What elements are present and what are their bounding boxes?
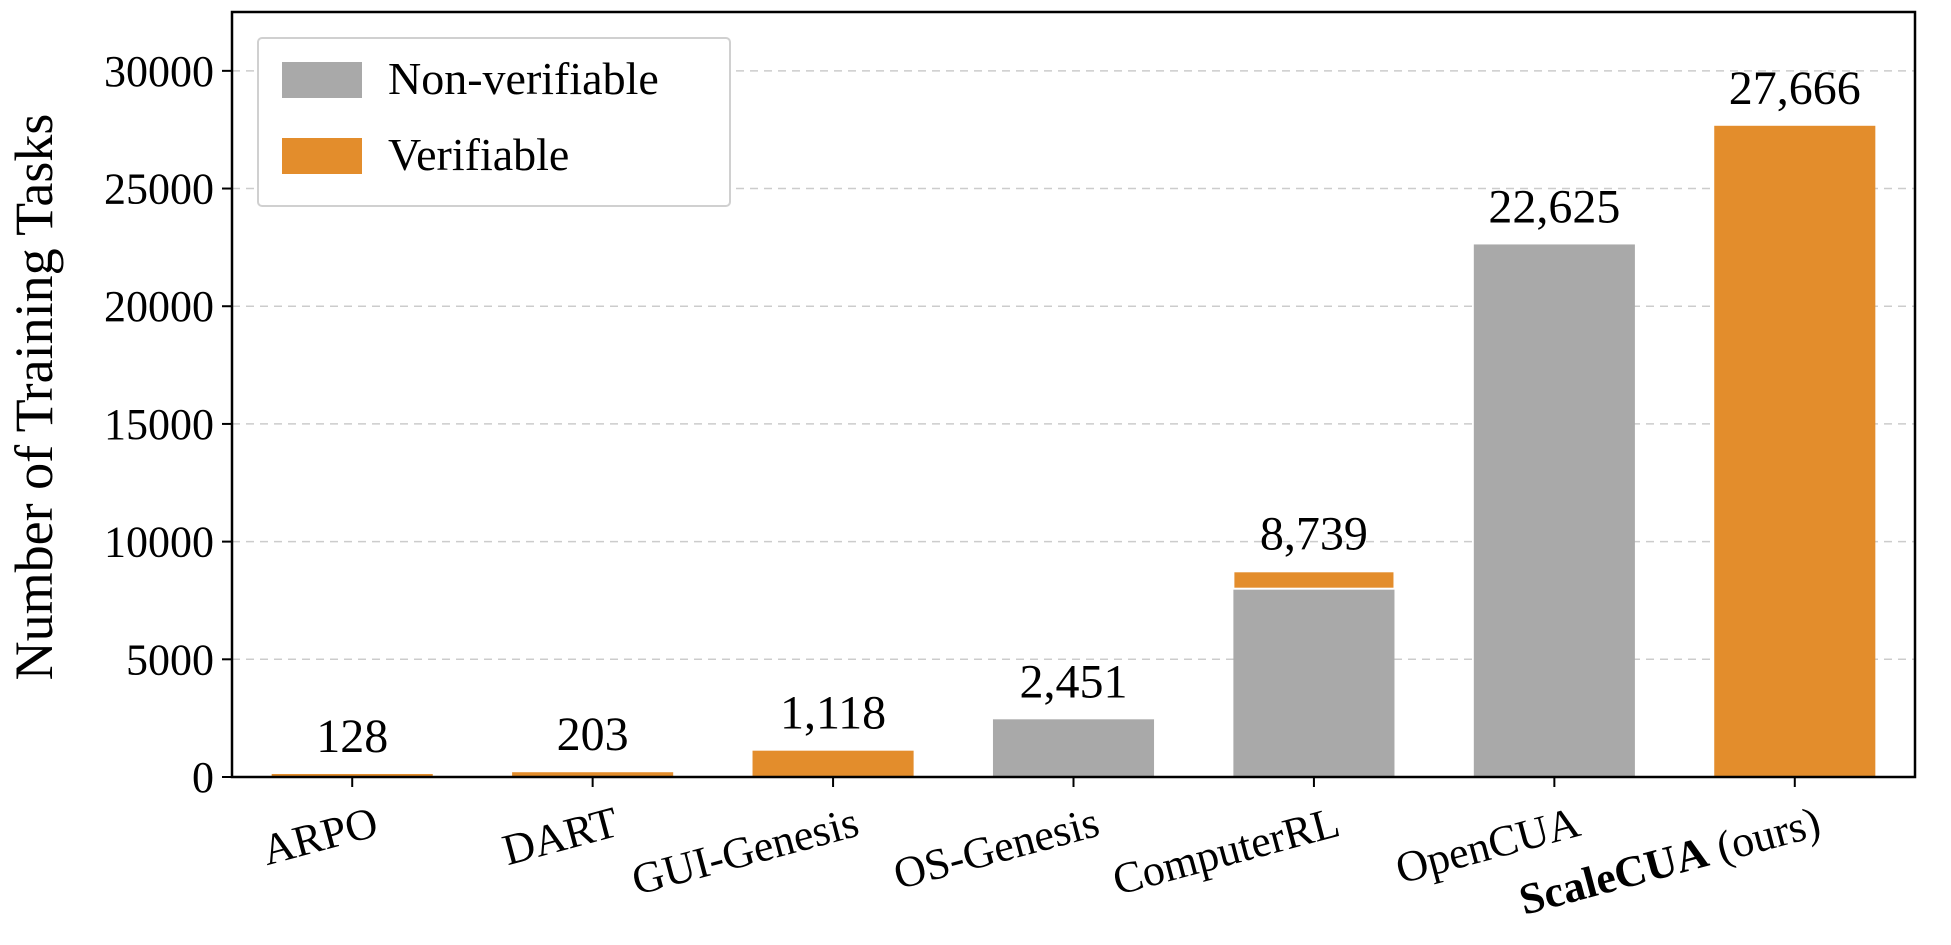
y-tick-label: 25000 [104, 165, 214, 214]
x-tick-label: DART [497, 797, 623, 875]
category-name: GUI-Genesis [627, 797, 864, 904]
bar-value-label: 8,739 [1260, 507, 1368, 560]
bar-value-label: 2,451 [1020, 655, 1128, 708]
x-tick-label: ARPO [257, 797, 383, 875]
bar-verifiable [271, 773, 433, 777]
legend-swatch [282, 138, 362, 174]
y-tick-label: 30000 [104, 47, 214, 96]
legend-box [257, 37, 731, 207]
bar-non-verifiable [1233, 588, 1395, 777]
bar-verifiable [1232, 570, 1396, 590]
bar-value-label: 27,666 [1729, 62, 1861, 115]
legend: Non-verifiable Verifiable [257, 37, 731, 207]
value-label-layer: 128 203 1,118 2,451 8,739 22,625 27,666 [316, 62, 1861, 763]
bar-layer [271, 125, 1876, 778]
bar-verifiable [752, 750, 914, 777]
y-axis-title: Number of Training Tasks [4, 114, 64, 681]
y-tick-label: 15000 [104, 400, 214, 449]
legend-swatch [282, 62, 362, 98]
bar-value-label: 22,625 [1488, 180, 1620, 233]
category-name: ComputerRL [1108, 797, 1345, 904]
bar-non-verifiable [1473, 244, 1635, 777]
category-suffix: (ours) [1701, 797, 1826, 874]
y-tick-label: 5000 [126, 635, 214, 684]
bar-value-label: 1,118 [780, 687, 886, 740]
category-name: ARPO [257, 797, 383, 875]
y-tick-label: 0 [192, 753, 214, 802]
bar-value-label: 203 [557, 708, 629, 761]
bar-non-verifiable [992, 719, 1155, 777]
bar-verifiable [512, 772, 674, 777]
x-tick-label: GUI-Genesis [627, 797, 864, 904]
legend-label: Verifiable [388, 129, 569, 180]
legend-label: Non-verifiable [388, 53, 659, 104]
bar-verifiable [1714, 125, 1876, 778]
x-tick-label: OS-Genesis [888, 797, 1104, 899]
y-tick-label: 20000 [104, 282, 214, 331]
category-name: OS-Genesis [888, 797, 1104, 899]
bar-value-label: 128 [316, 710, 388, 763]
x-tick-label: ComputerRL [1108, 797, 1345, 904]
category-name: DART [497, 797, 623, 875]
y-tick-label: 10000 [104, 518, 214, 567]
